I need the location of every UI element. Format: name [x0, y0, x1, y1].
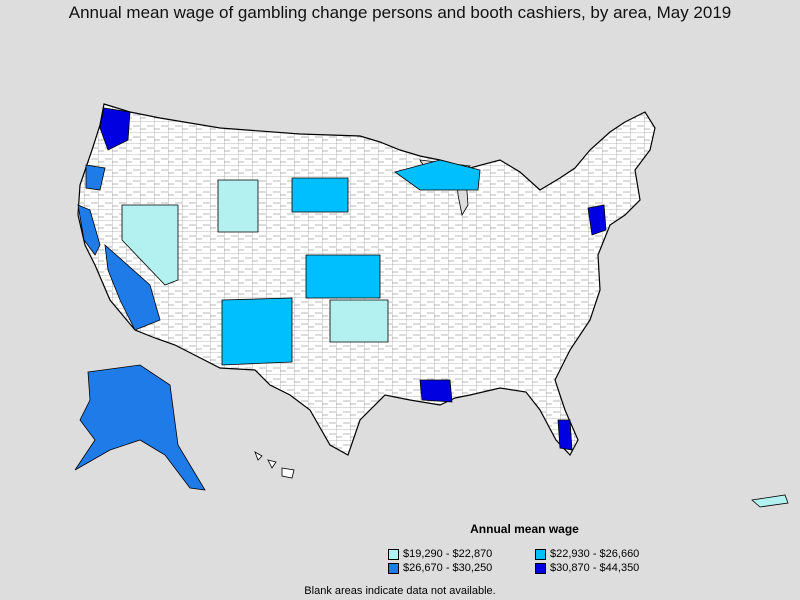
- footnote: Blank areas indicate data not available.: [304, 585, 496, 597]
- region-new-jersey: [587, 204, 607, 236]
- region-southern-california: [104, 244, 161, 331]
- region-south-dakota: [291, 177, 349, 213]
- legend-item-2: $22,930 - $26,660: [535, 548, 639, 560]
- region-oregon: [85, 164, 106, 191]
- map-title: Annual mean wage of gambling change pers…: [68, 3, 732, 22]
- legend-swatch-2: [535, 548, 546, 560]
- legend-swatch-4: [535, 562, 546, 574]
- region-great-lakes: [394, 159, 481, 191]
- region-california: [77, 204, 101, 256]
- legend-label-4: $30,870 - $44,350: [550, 562, 640, 574]
- legend-item-1: $19,290 - $22,870: [388, 548, 492, 560]
- region-alaska: [74, 364, 206, 491]
- legend-label-1: $19,290 - $22,870: [403, 548, 493, 560]
- region-southwest: [221, 297, 293, 366]
- legend-item-3: $26,670 - $30,250: [388, 562, 492, 574]
- legend-label-2: $22,930 - $26,660: [550, 548, 640, 560]
- region-wyoming: [217, 179, 259, 233]
- legend-swatch-1: [388, 548, 399, 560]
- region-gulf-coast: [419, 379, 453, 403]
- puerto-rico: [751, 494, 789, 508]
- hawaii: [254, 451, 295, 479]
- legend-title: Annual mean wage: [470, 522, 579, 536]
- region-south-florida: [557, 419, 573, 451]
- legend-item-4: $30,870 - $44,350: [535, 562, 639, 574]
- region-nevada: [121, 204, 179, 286]
- wage-regions: [74, 107, 607, 491]
- legend-label-3: $26,670 - $30,250: [403, 562, 493, 574]
- region-kansas: [305, 254, 381, 299]
- legend-swatch-3: [388, 562, 399, 574]
- region-washington: [99, 107, 131, 151]
- region-oklahoma: [329, 299, 389, 343]
